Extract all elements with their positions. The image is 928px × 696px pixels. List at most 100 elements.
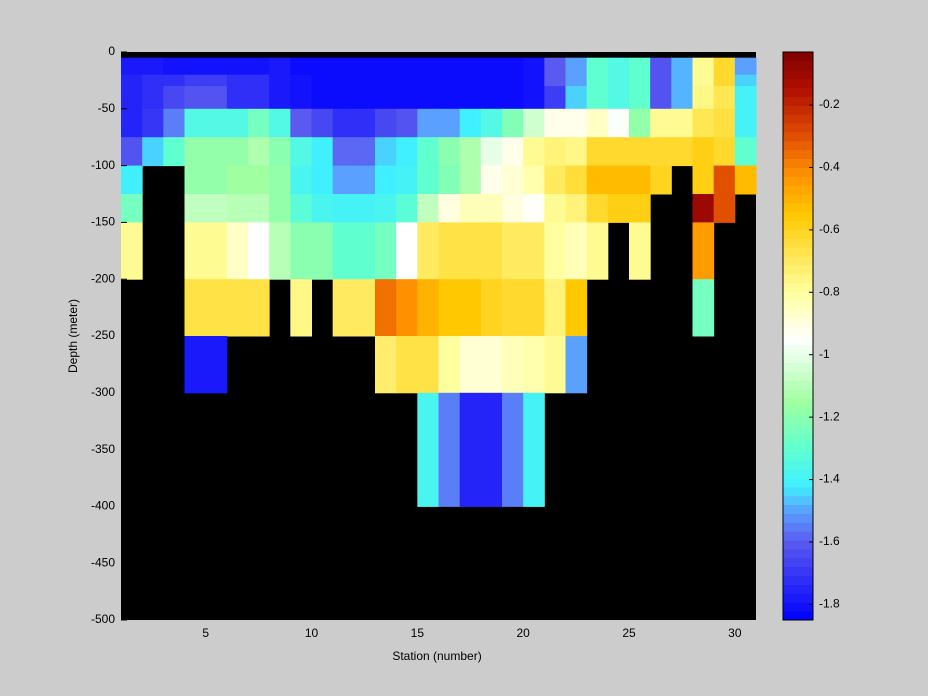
colorbar-swatch [783, 478, 813, 488]
heat-cell [184, 336, 207, 394]
heat-cell [565, 86, 588, 110]
colorbar-swatch [783, 256, 813, 266]
colorbar-tick-label: -1.8 [819, 597, 840, 611]
colorbar-swatch [783, 504, 813, 514]
heat-cell [671, 57, 693, 76]
heat-cell [332, 86, 355, 110]
heat-cell [438, 279, 461, 337]
y-tick-label: -450 [91, 555, 115, 569]
heat-cell [142, 57, 164, 76]
heat-cell [226, 165, 249, 195]
heat-cell [480, 194, 503, 223]
heat-cell [565, 194, 588, 223]
x-tick-label: 30 [728, 626, 742, 640]
colorbar-tick-label: -0.4 [819, 160, 840, 174]
x-tick-label: 15 [411, 626, 425, 640]
heat-cell [629, 222, 651, 280]
x-tick-label: 20 [516, 626, 530, 640]
heat-cell [184, 57, 207, 76]
heat-cell [121, 74, 143, 87]
heat-cell [480, 74, 503, 87]
heat-cell [248, 74, 270, 87]
heat-cell [311, 165, 334, 195]
colorbar-swatch [783, 353, 813, 364]
heat-cell [226, 279, 249, 337]
heat-cell [205, 57, 228, 76]
heat-cell [290, 165, 312, 195]
heat-cell [353, 279, 376, 337]
heat-cell [438, 57, 461, 76]
heat-cell [332, 222, 355, 280]
heat-cell [734, 165, 757, 195]
colorbar-swatch [783, 105, 813, 115]
heat-cell [205, 279, 228, 337]
colorbar-swatch [783, 87, 813, 97]
colorbar-swatch [783, 211, 813, 222]
heat-cell [650, 86, 672, 110]
heat-cell [650, 137, 672, 167]
heat-cell [248, 57, 270, 76]
heat-cell [629, 57, 651, 76]
heat-cell [438, 74, 461, 87]
heat-cell [226, 86, 249, 110]
heat-cell [629, 165, 651, 195]
heat-cell [544, 108, 566, 138]
heat-cell [459, 165, 482, 195]
heat-cell [375, 108, 397, 138]
heat-cell [671, 108, 693, 138]
heat-cell [734, 108, 757, 138]
colorbar-swatch [783, 185, 813, 195]
heat-cell [226, 137, 249, 167]
heat-cell [396, 86, 418, 110]
colorbar-swatch [783, 362, 813, 372]
x-tick-label: 25 [622, 626, 636, 640]
heat-cell [375, 194, 397, 223]
heat-cell [121, 86, 143, 110]
heat-cell [586, 222, 609, 280]
heat-cell [184, 222, 207, 280]
colorbar-swatch [783, 469, 813, 479]
colorbar-tick-label: -0.8 [819, 284, 840, 298]
heat-cell [290, 194, 312, 223]
heat-cell [650, 74, 672, 87]
heat-cell [692, 165, 715, 195]
heat-cell [565, 165, 588, 195]
colorbar-swatch [783, 495, 813, 506]
heat-cell [629, 86, 651, 110]
colorbar-swatch [783, 371, 813, 381]
colorbar-swatch [783, 140, 813, 151]
heat-cell [375, 336, 397, 394]
heat-cell [586, 86, 609, 110]
colorbar-swatch [783, 114, 813, 124]
heat-cell [607, 57, 630, 76]
heat-cell [480, 86, 503, 110]
heat-cell [629, 74, 651, 87]
heat-cell [459, 74, 482, 87]
colorbar-swatch [783, 602, 813, 612]
colorbar-swatch [783, 344, 813, 355]
colorbar-swatch [783, 460, 813, 470]
colorbar-swatch [783, 52, 813, 62]
heat-cell [375, 137, 397, 167]
colorbar-swatch [783, 300, 813, 310]
heat-cell [438, 165, 461, 195]
heat-cell [502, 392, 524, 507]
heat-cell [734, 137, 757, 167]
heat-cell [417, 108, 439, 138]
heat-cell [205, 222, 228, 280]
y-tick-label: -300 [91, 385, 115, 399]
colorbar-swatch [783, 531, 813, 541]
colorbar-swatch [783, 566, 813, 577]
heat-cell [480, 57, 503, 76]
heat-cell [692, 74, 715, 87]
heat-cell [607, 74, 630, 87]
heat-cell [375, 74, 397, 87]
heat-cell [142, 86, 164, 110]
colorbar-swatch [783, 540, 813, 550]
heat-cell [586, 137, 609, 167]
heat-cell [332, 74, 355, 87]
heat-cell [205, 86, 228, 110]
colorbar-swatch [783, 611, 813, 621]
heat-cell [205, 137, 228, 167]
